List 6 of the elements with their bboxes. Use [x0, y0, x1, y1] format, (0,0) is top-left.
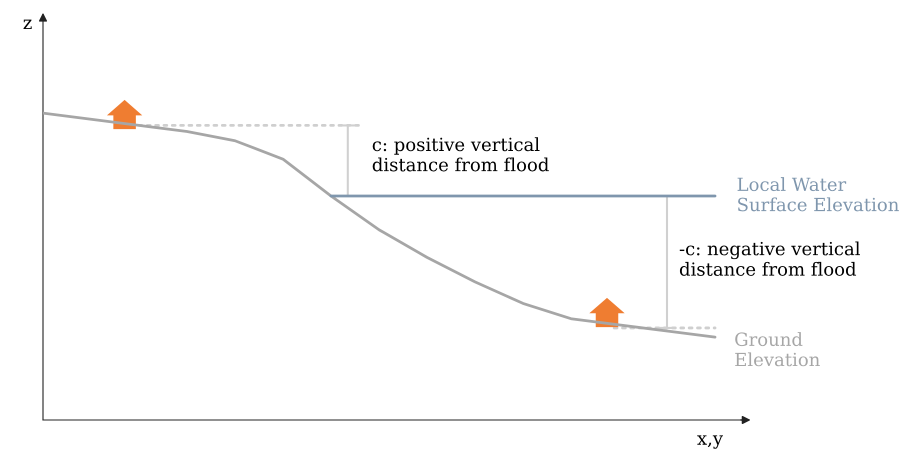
series-label: Local Water Surface Elevation [738, 177, 899, 212]
y-axis-title: z [24, 20, 32, 30]
series-label: Ground Elevation [735, 332, 820, 366]
annotation: c: positive vertical distance from flood [372, 137, 549, 172]
x-axis-title: x,y [697, 435, 724, 449]
annotation: -c: negative vertical distance from flood [680, 241, 860, 276]
